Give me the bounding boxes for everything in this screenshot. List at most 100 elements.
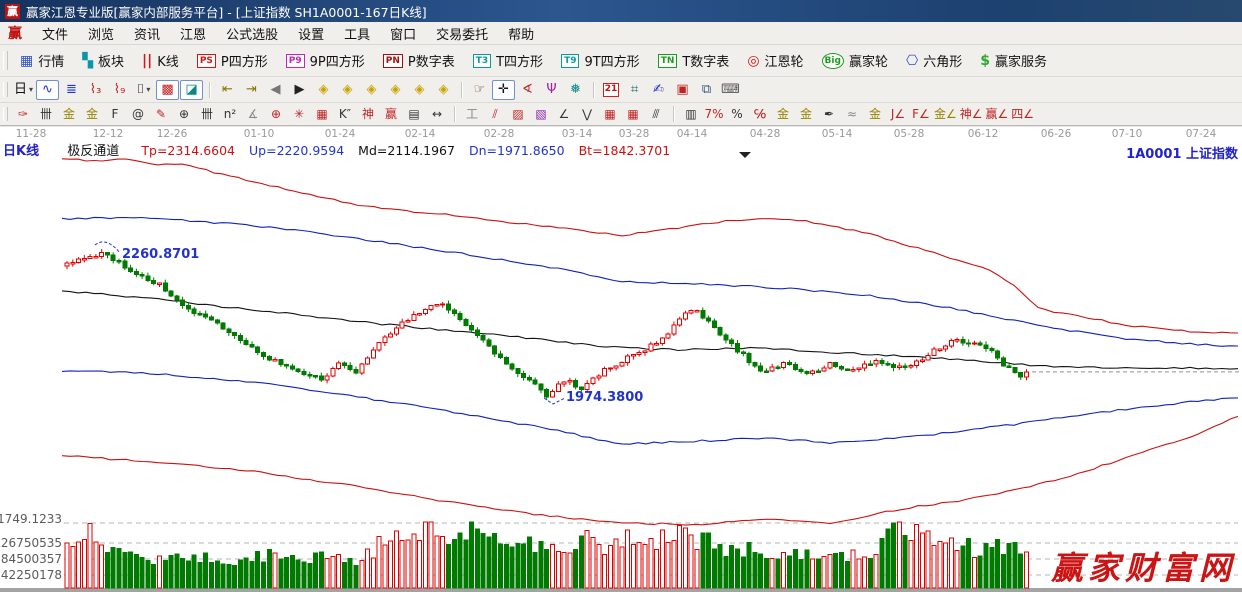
fan-box-2-icon[interactable]: ▧ bbox=[535, 106, 547, 121]
four-angle-icon[interactable]: 四∠ bbox=[1011, 106, 1035, 121]
compress-h-icon[interactable]: ◈ bbox=[390, 82, 401, 97]
seven-percent-icon[interactable]: 7% bbox=[704, 106, 724, 121]
separator bbox=[209, 81, 210, 98]
price-square-2-icon[interactable]: ▦ bbox=[627, 106, 639, 121]
scale-bars-icon[interactable]: ▥ bbox=[685, 106, 697, 121]
period-day-dropdown[interactable]: 日 ▾ bbox=[13, 82, 34, 97]
k-mark-icon[interactable]: K″ bbox=[338, 106, 352, 121]
p-number-table-button[interactable]: PN P数字表 bbox=[375, 49, 463, 72]
draw-pen-icon[interactable]: ✑ bbox=[17, 106, 29, 121]
gold-grid-2-icon[interactable]: 金 bbox=[85, 106, 98, 121]
svg-text:42250178: 42250178 bbox=[1, 568, 62, 582]
crosshair-tool-icon[interactable]: ✛ bbox=[492, 79, 515, 100]
menu-item-2[interactable]: 资讯 bbox=[134, 27, 161, 43]
prev-bar-icon[interactable]: ◀ bbox=[270, 82, 281, 97]
p9-square-button[interactable]: P9 9P四方形 bbox=[278, 49, 373, 72]
n-square-icon[interactable]: n² bbox=[223, 106, 237, 121]
menu-item-0[interactable]: 文件 bbox=[42, 27, 69, 43]
angle-measure-icon[interactable]: ∢ bbox=[522, 82, 533, 97]
candle-style-dropdown[interactable]: ⌷ ▾ bbox=[136, 82, 151, 97]
fib-grid-icon[interactable]: F bbox=[111, 106, 119, 121]
p-square-button[interactable]: PS P四方形 bbox=[189, 49, 276, 72]
gold-angle-icon[interactable]: 金∠ bbox=[934, 106, 957, 121]
zoom-out-icon[interactable]: ◈ bbox=[318, 82, 329, 97]
t-square-button[interactable]: T3 T四方形 bbox=[465, 49, 551, 72]
wave-9-icon[interactable]: ⌇₉ bbox=[113, 82, 126, 97]
gann-circle-icon[interactable]: ⊕ bbox=[178, 106, 190, 121]
time-grid-icon[interactable]: 卌 bbox=[200, 106, 213, 121]
gold-grid-icon[interactable]: 金 bbox=[62, 106, 75, 121]
next-bar-icon[interactable]: ▶ bbox=[294, 82, 305, 97]
star-rays-icon[interactable]: ✳ bbox=[293, 106, 305, 121]
pattern-overlay-icon[interactable]: ▩ bbox=[156, 79, 179, 100]
wave-overlay-icon[interactable]: ≈ bbox=[846, 106, 858, 121]
f-angle-icon[interactable]: F∠ bbox=[912, 106, 930, 121]
sectors-button[interactable]: ▚ 板块 bbox=[74, 49, 132, 72]
t-number-table-button[interactable]: TN T数字表 bbox=[650, 49, 738, 72]
red-grid-icon[interactable]: ▦ bbox=[316, 106, 328, 121]
zigzag-chart-icon[interactable]: ∿ bbox=[36, 79, 59, 100]
expand-h-icon[interactable]: ◈ bbox=[366, 82, 377, 97]
winner-service-button[interactable]: $ 赢家服务 bbox=[972, 49, 1055, 72]
menu-item-4[interactable]: 公式选股 bbox=[226, 27, 279, 43]
annotate-grid-icon[interactable]: ✎ bbox=[155, 106, 167, 121]
save-icon[interactable]: ▣ bbox=[676, 82, 689, 97]
gold-circle-icon[interactable]: 金 bbox=[776, 106, 789, 121]
spiral-tool-icon[interactable]: @ bbox=[132, 106, 144, 121]
quotes-button[interactable]: ▦ 行情 bbox=[12, 49, 72, 72]
gann-wheel-button[interactable]: ◎ 江恩轮 bbox=[739, 49, 811, 72]
number-grid-icon[interactable]: ▤ bbox=[408, 106, 420, 121]
gann-target-icon[interactable]: ⊕ bbox=[270, 106, 282, 121]
expand-all-icon[interactable]: ◈ bbox=[414, 82, 425, 97]
menu-item-8[interactable]: 交易委托 bbox=[436, 27, 489, 43]
menu-item-9[interactable]: 帮助 bbox=[508, 27, 535, 43]
menu-item-3[interactable]: 江恩 bbox=[180, 27, 207, 43]
shen-grid-icon[interactable]: 神 bbox=[361, 106, 374, 121]
ying-grid-icon[interactable]: 赢 bbox=[384, 106, 397, 121]
t9-square-button[interactable]: T9 9T四方形 bbox=[553, 49, 648, 72]
price-annotation-1: 1974.3800 bbox=[566, 390, 643, 405]
percent-tool-icon[interactable]: % bbox=[731, 106, 743, 121]
beam-tool-icon[interactable]: 工 bbox=[465, 106, 478, 121]
candlestick-plot[interactable]: 1749.1233 126750535 84500357 42250178 2260.8… bbox=[0, 127, 1242, 592]
winner-wheel-button[interactable]: Big 赢家轮 bbox=[814, 49, 896, 72]
fan-lines-icon[interactable]: ⫽ bbox=[492, 106, 498, 121]
fit-screen-icon[interactable]: ◈ bbox=[438, 82, 449, 97]
ink-pen-icon[interactable]: ✒ bbox=[823, 106, 835, 121]
j-angle-icon[interactable]: J∠ bbox=[890, 106, 906, 121]
hexagon-button[interactable]: ⎔ 六角形 bbox=[898, 49, 970, 72]
gold-line-icon[interactable]: 金 bbox=[799, 106, 812, 121]
v-lines-icon[interactable]: ⋁ bbox=[582, 106, 592, 121]
kline-button[interactable]: || K线 bbox=[134, 49, 187, 72]
menu-item-5[interactable]: 设置 bbox=[298, 27, 325, 43]
web-tool-icon[interactable]: ❅ bbox=[570, 82, 581, 97]
mirror-angle-icon[interactable]: ∡ bbox=[247, 106, 259, 121]
ying-angle-icon[interactable]: 赢∠ bbox=[985, 106, 1009, 121]
workstation-icon[interactable]: ⌨ bbox=[721, 82, 740, 97]
calendar-icon[interactable]: 21 bbox=[603, 82, 619, 97]
volume-profile-icon[interactable]: ◪ bbox=[180, 79, 203, 100]
fan-box-icon[interactable]: ▨ bbox=[512, 106, 524, 121]
parallel-lines-icon[interactable]: ⫻ bbox=[652, 106, 660, 121]
menu-item-6[interactable]: 工具 bbox=[344, 27, 371, 43]
hand-tool-icon[interactable]: ☞ bbox=[473, 82, 486, 97]
shen-angle-icon[interactable]: 神∠ bbox=[959, 106, 983, 121]
quote-list-icon[interactable]: ≣ bbox=[66, 82, 77, 97]
first-page-icon[interactable]: ⇤ bbox=[222, 82, 233, 97]
percent-line-icon[interactable]: ℅ bbox=[753, 106, 767, 121]
pitchfork-tool-icon[interactable]: Ψ bbox=[546, 82, 557, 97]
width-measure-icon[interactable]: ↔ bbox=[431, 106, 443, 121]
zoom-in-icon[interactable]: ◈ bbox=[342, 82, 353, 97]
calculator-icon[interactable]: ⌗ bbox=[630, 82, 639, 97]
trend-angle-icon[interactable]: ∠ bbox=[558, 106, 570, 121]
menu-item-1[interactable]: 浏览 bbox=[88, 27, 115, 43]
notes-icon[interactable]: ✍ bbox=[653, 82, 664, 97]
last-page-icon[interactable]: ⇥ bbox=[246, 82, 257, 97]
wave-3-icon[interactable]: ⌇₃ bbox=[89, 82, 102, 97]
title-bar: 赢 赢家江恩专业版[赢家内部服务平台] - [上证指数 SH1A0001-167… bbox=[0, 0, 1242, 22]
price-grid-icon[interactable]: 卌 bbox=[39, 106, 52, 121]
gold-mark-icon[interactable]: 金 bbox=[868, 106, 881, 121]
price-square-icon[interactable]: ▦ bbox=[604, 106, 616, 121]
menu-item-7[interactable]: 窗口 bbox=[390, 27, 417, 43]
send-to-icon[interactable]: ⧉ bbox=[701, 82, 712, 97]
